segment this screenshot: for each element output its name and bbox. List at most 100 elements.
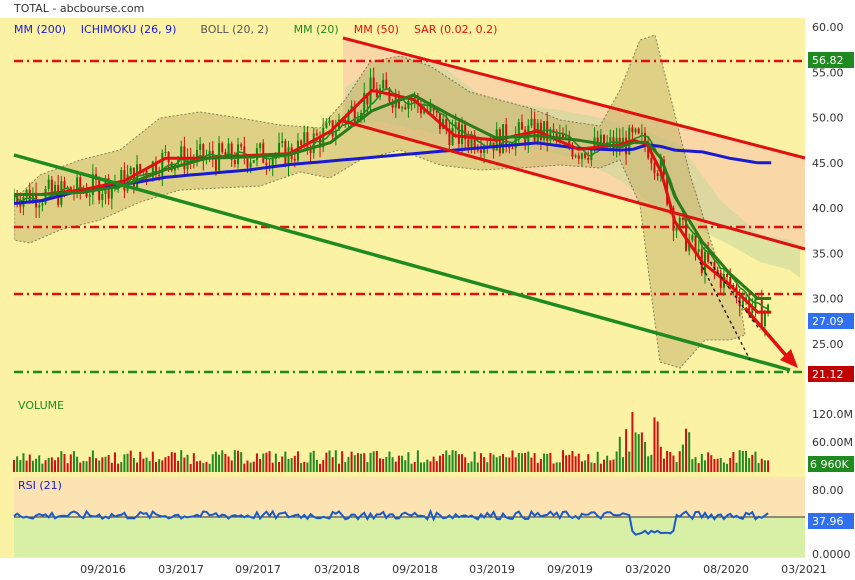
candle-body	[710, 261, 713, 263]
volume-bar	[214, 451, 217, 472]
candle-body	[647, 144, 650, 159]
volume-bar	[457, 454, 460, 472]
volume-bar	[612, 459, 615, 472]
volume-bar	[423, 462, 426, 472]
volume-bar	[502, 454, 505, 472]
volume-bar	[309, 452, 312, 472]
volume-bar	[606, 455, 609, 472]
volume-bar	[454, 450, 457, 472]
source-label: TOTAL - abcbourse.com	[13, 2, 144, 15]
rsi-badge-bg	[808, 513, 854, 529]
rsi-tick-0: 0.0000	[812, 548, 851, 561]
volume-bar	[199, 460, 202, 472]
last-price-badge-bg	[808, 313, 854, 329]
volume-bar	[533, 453, 536, 472]
volume-bar	[246, 460, 249, 472]
volume-bar	[353, 455, 356, 472]
volume-bar	[710, 455, 713, 472]
candle-body	[650, 158, 653, 164]
candle-body	[300, 140, 303, 145]
x-tick-5: 03/2019	[469, 563, 515, 576]
candle-body	[445, 119, 448, 129]
candle-body	[719, 272, 722, 288]
volume-bar	[287, 458, 290, 472]
volume-bar	[675, 462, 678, 472]
volume-bar	[754, 451, 757, 472]
trend-ma-line	[14, 93, 772, 300]
volume-bar	[63, 454, 66, 472]
volume-bar	[637, 434, 640, 472]
candle-body	[88, 195, 91, 197]
candle-body	[580, 153, 583, 159]
volume-bar	[183, 457, 186, 472]
candle-body	[498, 129, 501, 154]
volume-bar	[599, 463, 602, 472]
volume-bar	[41, 463, 44, 472]
price-tick-5: 35.00	[812, 247, 844, 260]
rsi-upper-zone	[14, 477, 805, 517]
candle-body	[685, 219, 688, 251]
candle-body	[303, 132, 306, 145]
volume-bar	[536, 462, 539, 472]
volume-bar	[328, 450, 331, 472]
volume-bar	[366, 462, 369, 472]
volume-bar	[303, 461, 306, 472]
volume-bar	[154, 462, 157, 472]
volume-bar	[593, 463, 596, 472]
volume-bar	[252, 461, 255, 472]
volume-bar	[341, 451, 344, 472]
candle-body	[423, 110, 426, 114]
volume-bar	[678, 451, 681, 472]
candle-body	[552, 129, 555, 133]
volume-tick-120: 120.0M	[812, 408, 853, 421]
candle-body	[713, 262, 716, 270]
volume-bar	[653, 417, 656, 472]
volume-bar	[337, 463, 340, 472]
candle-body	[164, 151, 167, 154]
candle-body	[202, 144, 205, 160]
top-bar	[0, 0, 855, 18]
candle-body	[243, 146, 246, 159]
volume-bar	[524, 452, 527, 472]
volume-bar	[577, 453, 580, 472]
volume-bar	[420, 462, 423, 472]
volume-bar	[167, 455, 170, 472]
volume-bar	[76, 456, 79, 472]
wedge-line-1	[699, 261, 751, 361]
volume-bar	[760, 458, 763, 472]
volume-bar	[265, 452, 268, 472]
volume-bar	[647, 456, 650, 472]
candle-body	[464, 124, 467, 140]
volume-bar	[656, 421, 659, 472]
volume-bar	[107, 454, 110, 472]
volume-bar	[126, 453, 129, 472]
volume-bar	[603, 459, 606, 472]
price-tick-4: 40.00	[812, 202, 844, 215]
volume-bar	[505, 457, 508, 472]
candle-body	[457, 122, 460, 144]
candle-body	[28, 189, 31, 203]
volume-bar	[221, 450, 224, 472]
volume-bar	[729, 457, 732, 472]
volume-bar	[713, 458, 716, 472]
candle-body	[240, 144, 243, 147]
volume-bar	[407, 452, 410, 472]
volume-bar	[763, 460, 766, 472]
volume-bar	[120, 462, 123, 472]
volume-bar	[72, 451, 75, 472]
channel-top-line	[342, 36, 806, 160]
volume-bar	[495, 457, 498, 472]
volume-bar	[672, 455, 675, 472]
volume-bar	[735, 462, 738, 472]
candle-body	[41, 203, 44, 206]
candle-body	[691, 235, 694, 241]
volume-bar	[741, 450, 744, 472]
volume-bar	[218, 454, 221, 472]
volume-bar	[57, 457, 60, 472]
candle-body	[476, 149, 479, 151]
candle-body	[413, 95, 416, 101]
volume-bar	[464, 457, 467, 472]
support-badge: 21.12	[812, 368, 844, 381]
candle-body	[265, 162, 268, 166]
volume-bar	[426, 459, 429, 472]
